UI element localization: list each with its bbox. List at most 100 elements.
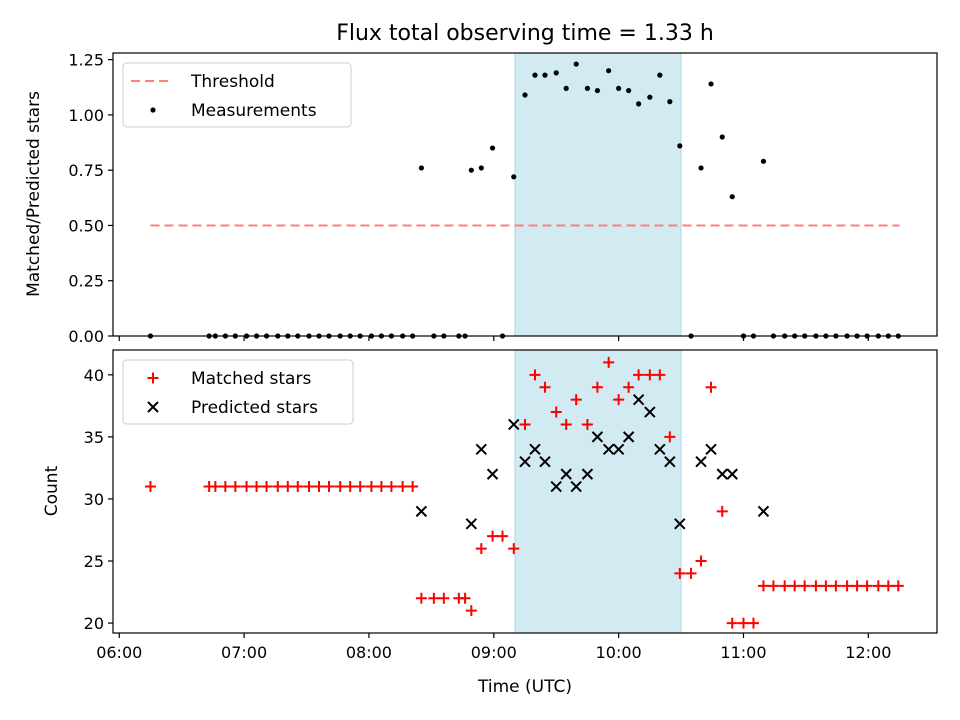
predicted-star-point: [716, 468, 728, 480]
x-tick-label: 06:00: [96, 643, 142, 662]
matched-star-point: [654, 369, 666, 381]
matched-star-point: [385, 481, 397, 493]
predicted-star-point: [757, 505, 770, 518]
matched-star-point: [415, 592, 427, 604]
legend-label: Measurements: [191, 101, 317, 121]
legend: Threshold Measurements: [122, 62, 352, 128]
matched-star-point: [789, 580, 801, 592]
measurement-point: [667, 99, 673, 105]
measurement-point: [542, 72, 548, 78]
measurement-point: [573, 61, 579, 67]
predicted-star-point: [612, 443, 625, 456]
matched-star-point: [550, 406, 562, 418]
matched-star-point: [465, 605, 477, 617]
y-tick-label: 0.75: [68, 161, 104, 180]
x-tick-label: 07:00: [221, 643, 267, 662]
matched-star-point: [799, 580, 811, 592]
measurement-point: [563, 85, 569, 91]
legend-measurement-swatch: [150, 107, 156, 113]
legend-label: Matched stars: [191, 369, 311, 389]
axes-frame: [112, 349, 938, 634]
predicted-star-point: [550, 480, 562, 493]
matched-star-point: [313, 481, 325, 493]
observing-span: [514, 349, 682, 634]
predicted-star-point: [644, 406, 656, 418]
matched-star-point: [851, 580, 863, 592]
matched-star-point: [428, 592, 440, 604]
matched-star-point: [459, 592, 471, 604]
predicted-star-point: [560, 468, 572, 480]
x-tick-label: 08:00: [346, 643, 392, 662]
measurement-point: [594, 87, 601, 94]
matched-star-point: [272, 481, 284, 493]
matched-star-point: [581, 418, 593, 430]
predicted-star-point: [581, 468, 594, 480]
x-axis-label: Time (UTC): [477, 677, 572, 697]
matched-star-point: [882, 580, 894, 592]
observing-span: [514, 52, 682, 337]
predicted-star-point: [726, 468, 738, 480]
measurement-point: [760, 158, 767, 164]
predicted-star-point: [664, 456, 676, 468]
measurement-point: [657, 72, 663, 78]
matched-star-point: [674, 567, 686, 579]
matched-star-point: [508, 543, 520, 555]
matched-star-point: [872, 580, 884, 592]
matched-star-point: [407, 481, 419, 493]
predicted-star-point: [591, 431, 604, 443]
matched-star-point: [705, 381, 717, 393]
predicted-star-point: [519, 456, 531, 468]
y-tick-label: 20: [84, 614, 104, 633]
predicted-star-point: [570, 480, 582, 493]
x-tick-label: 09:00: [471, 643, 517, 662]
x-tick-label: 12:00: [845, 643, 891, 662]
x-tick-label: 10:00: [596, 643, 642, 662]
legend-matched-swatch: [147, 372, 159, 384]
matched-star-point: [487, 530, 499, 542]
matched-star-point: [716, 505, 728, 517]
matched-star-point: [591, 381, 603, 393]
matched-star-point: [539, 381, 551, 393]
predicted-star-point: [622, 431, 635, 443]
measurement-point: [532, 72, 538, 78]
matched-star-point: [261, 481, 273, 493]
y-tick-label: 30: [84, 490, 104, 509]
matched-star-point: [757, 580, 769, 592]
matched-star-point: [892, 580, 904, 592]
matched-star-point: [841, 580, 853, 592]
matched-star-point: [475, 543, 487, 555]
predicted-star-point: [529, 443, 541, 456]
matched-star-point: [830, 580, 842, 592]
predicted-star-point: [632, 393, 645, 406]
matched-star-point: [282, 481, 294, 493]
predicted-star-point: [602, 443, 615, 456]
measurement-point: [418, 165, 424, 171]
matched-star-point: [820, 580, 832, 592]
measurement-point: [584, 85, 591, 91]
matched-star-point: [613, 394, 625, 406]
measurement-point: [719, 134, 725, 140]
predicted-star-point: [465, 518, 478, 530]
matched-star-point: [251, 481, 263, 493]
plot-layer: 0.00 0.25 0.50 0.75 1.00 1.25 Threshold Measure…: [68, 51, 938, 662]
y-tick-label: 40: [84, 366, 104, 385]
measurement-point: [636, 101, 642, 107]
matched-star-point: [354, 481, 366, 493]
matched-star-point: [529, 369, 541, 381]
matched-star-point: [323, 481, 335, 493]
matched-star-point: [560, 418, 572, 430]
legend-box: [122, 359, 354, 425]
measurement-point: [626, 87, 632, 94]
measurement-point: [468, 167, 474, 173]
predicted-star-point: [508, 418, 520, 431]
matched-star-point: [241, 481, 253, 493]
matched-star-point: [633, 369, 645, 381]
matched-star-point: [397, 481, 409, 493]
predicted-star-point: [674, 518, 686, 530]
matched-star-point: [303, 481, 315, 493]
matched-star-point: [623, 381, 635, 393]
matched-star-point: [334, 481, 346, 493]
predicted-star-point: [539, 456, 551, 468]
matched-star-point: [219, 481, 231, 493]
measurement-point: [729, 194, 735, 200]
